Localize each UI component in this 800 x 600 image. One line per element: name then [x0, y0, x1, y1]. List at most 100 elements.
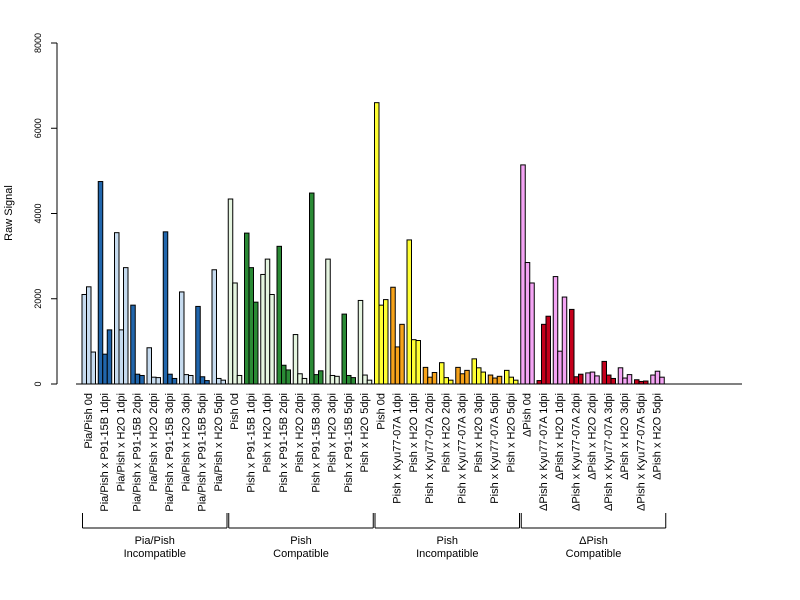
bar: [236, 374, 243, 385]
category-label: ΔPish 0d: [522, 393, 534, 437]
group-label-line2: Compatible: [566, 548, 622, 560]
category-label: Pish x P91-15B 1dpi: [245, 393, 257, 493]
bar: [292, 334, 299, 385]
bar: [357, 299, 364, 385]
y-tick-label: 0: [33, 381, 43, 386]
bar: [487, 374, 494, 385]
bar: [536, 380, 542, 385]
bar: [459, 373, 466, 385]
bar: [394, 346, 401, 385]
bar: [374, 102, 380, 385]
bars: [81, 102, 665, 385]
category-label: ΔPish x Kyu77-07A 2dpi: [570, 393, 582, 511]
bar: [232, 282, 238, 385]
category-label: Pish x P91-15B 5dpi: [343, 393, 355, 493]
category-label: Pia/Pish 0d: [83, 393, 95, 449]
category-label: Pia/Pish x H2O 3dpi: [180, 393, 192, 491]
bar: [524, 262, 531, 385]
bar: [455, 366, 461, 385]
category-label: ΔPish x Kyu77-07A 5dpi: [635, 393, 647, 511]
category-label: Pia/Pish x H2O 2dpi: [148, 393, 160, 491]
bar: [492, 377, 498, 385]
category-label: Pish 0d: [375, 393, 387, 430]
bar: [573, 376, 579, 385]
bar: [541, 323, 547, 385]
bar: [362, 374, 368, 385]
bar: [281, 364, 287, 385]
bar: [114, 232, 120, 385]
bar: [513, 379, 519, 385]
bar: [406, 239, 412, 385]
bar: [399, 323, 405, 385]
y-axis-label: Raw Signal: [3, 185, 15, 241]
bar: [123, 267, 129, 385]
category-label: Pia/Pish x P91-15B 3dpi: [164, 393, 176, 512]
y-tick-label: 4000: [33, 203, 43, 223]
bar: [86, 286, 92, 385]
bar: [102, 353, 108, 385]
bar: [329, 374, 336, 385]
category-label: ΔPish x H2O 2dpi: [587, 393, 599, 480]
bar: [378, 304, 384, 385]
bar: [346, 374, 352, 385]
bar: [171, 377, 178, 385]
bar: [106, 329, 113, 385]
y-axis: 0 2000 4000 6000 8000: [33, 33, 58, 387]
bar: [520, 164, 526, 385]
bar: [211, 269, 217, 385]
bar: [415, 340, 421, 385]
bar: [244, 232, 250, 385]
group-label-line1: ΔPish: [579, 535, 608, 547]
category-label: Pish x Kyu77-07A 2dpi: [424, 393, 436, 504]
bar: [448, 379, 454, 385]
bar: [134, 373, 141, 385]
category-label: Pish x H2O 2dpi: [440, 393, 452, 472]
group-label-line2: Compatible: [273, 548, 329, 560]
y-tick-label: 2000: [33, 289, 43, 309]
bar: [578, 373, 584, 385]
category-label: ΔPish x H2O 3dpi: [619, 393, 631, 480]
bar: [188, 374, 194, 385]
bar: [334, 375, 340, 385]
bar: [318, 370, 324, 385]
bar: [313, 374, 319, 385]
bar: [585, 372, 591, 385]
bar: [276, 245, 282, 385]
bar: [227, 198, 234, 385]
group-label-line1: Pia/Pish: [135, 535, 175, 547]
bar: [471, 358, 477, 385]
bar: [341, 313, 347, 385]
bar: [199, 376, 206, 385]
bar: [427, 376, 433, 385]
category-label: Pish x H2O 2dpi: [294, 393, 306, 472]
bar: [622, 377, 628, 385]
category-label: Pish x Kyu77-07A 3dpi: [457, 393, 469, 504]
bar: [634, 379, 640, 385]
bar: [139, 374, 145, 385]
bar: [301, 377, 308, 385]
bar: [269, 293, 275, 385]
bar: [496, 375, 503, 385]
bar: [411, 339, 417, 385]
category-label: Pish x H2O 5dpi: [505, 393, 517, 472]
bar: [617, 367, 624, 385]
y-tick-label: 6000: [33, 118, 43, 138]
bar: [594, 375, 600, 385]
bar: [390, 286, 396, 385]
group-label-line2: Incompatible: [416, 548, 478, 560]
category-label: Pish x P91-15B 3dpi: [310, 393, 322, 493]
category-label: Pish x H2O 3dpi: [473, 393, 485, 472]
category-label: ΔPish x Kyu77-07A 1dpi: [538, 393, 550, 511]
bar: [97, 181, 104, 385]
category-label: Pish x H2O 3dpi: [327, 393, 339, 472]
bar: [654, 370, 661, 385]
bar: [610, 377, 616, 385]
category-label: Pish x H2O 5dpi: [359, 393, 371, 472]
bar: [650, 374, 656, 385]
bar: [422, 366, 429, 385]
category-label: Pia/Pish x P91-15B 5dpi: [197, 393, 209, 512]
category-label: Pish x H2O 1dpi: [408, 393, 420, 472]
bar: [183, 374, 189, 385]
bar: [431, 371, 438, 385]
